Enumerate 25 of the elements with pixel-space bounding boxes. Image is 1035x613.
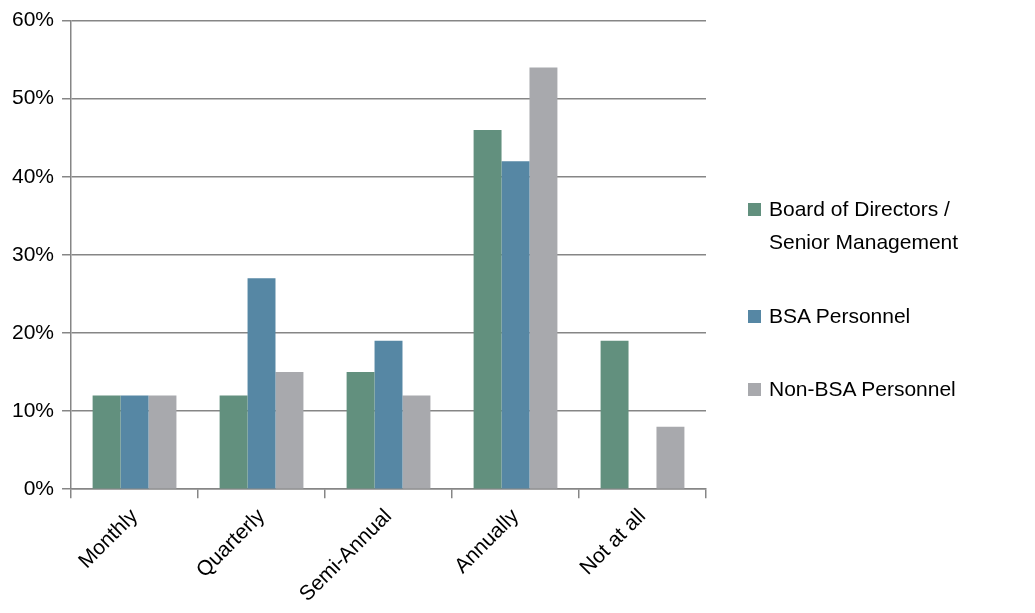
bar bbox=[148, 395, 177, 489]
bar bbox=[402, 395, 431, 489]
y-tick-label: 50% bbox=[12, 85, 55, 109]
y-tick-label: 60% bbox=[12, 7, 55, 31]
bar bbox=[275, 372, 304, 489]
legend-label: BSA Personnel bbox=[769, 302, 912, 329]
bar bbox=[346, 372, 375, 489]
x-tick-label: Not at all bbox=[574, 503, 650, 579]
bar bbox=[219, 395, 248, 489]
bar bbox=[501, 161, 530, 489]
legend-label: Board of Directors / Senior Management bbox=[769, 196, 960, 255]
bar bbox=[529, 67, 558, 489]
y-tick-label: 10% bbox=[12, 397, 55, 421]
legend-label: Non-BSA Personnel bbox=[769, 376, 957, 402]
y-tick-label: 30% bbox=[12, 241, 55, 265]
y-tick-label: 0% bbox=[23, 475, 55, 499]
bar bbox=[656, 426, 685, 489]
y-tick-label: 40% bbox=[12, 163, 55, 187]
bar bbox=[247, 278, 276, 489]
bar bbox=[120, 395, 149, 489]
bar bbox=[473, 129, 502, 489]
bar bbox=[374, 340, 403, 489]
y-tick-label: 20% bbox=[12, 319, 55, 343]
bar bbox=[600, 340, 629, 489]
bar bbox=[92, 395, 121, 489]
